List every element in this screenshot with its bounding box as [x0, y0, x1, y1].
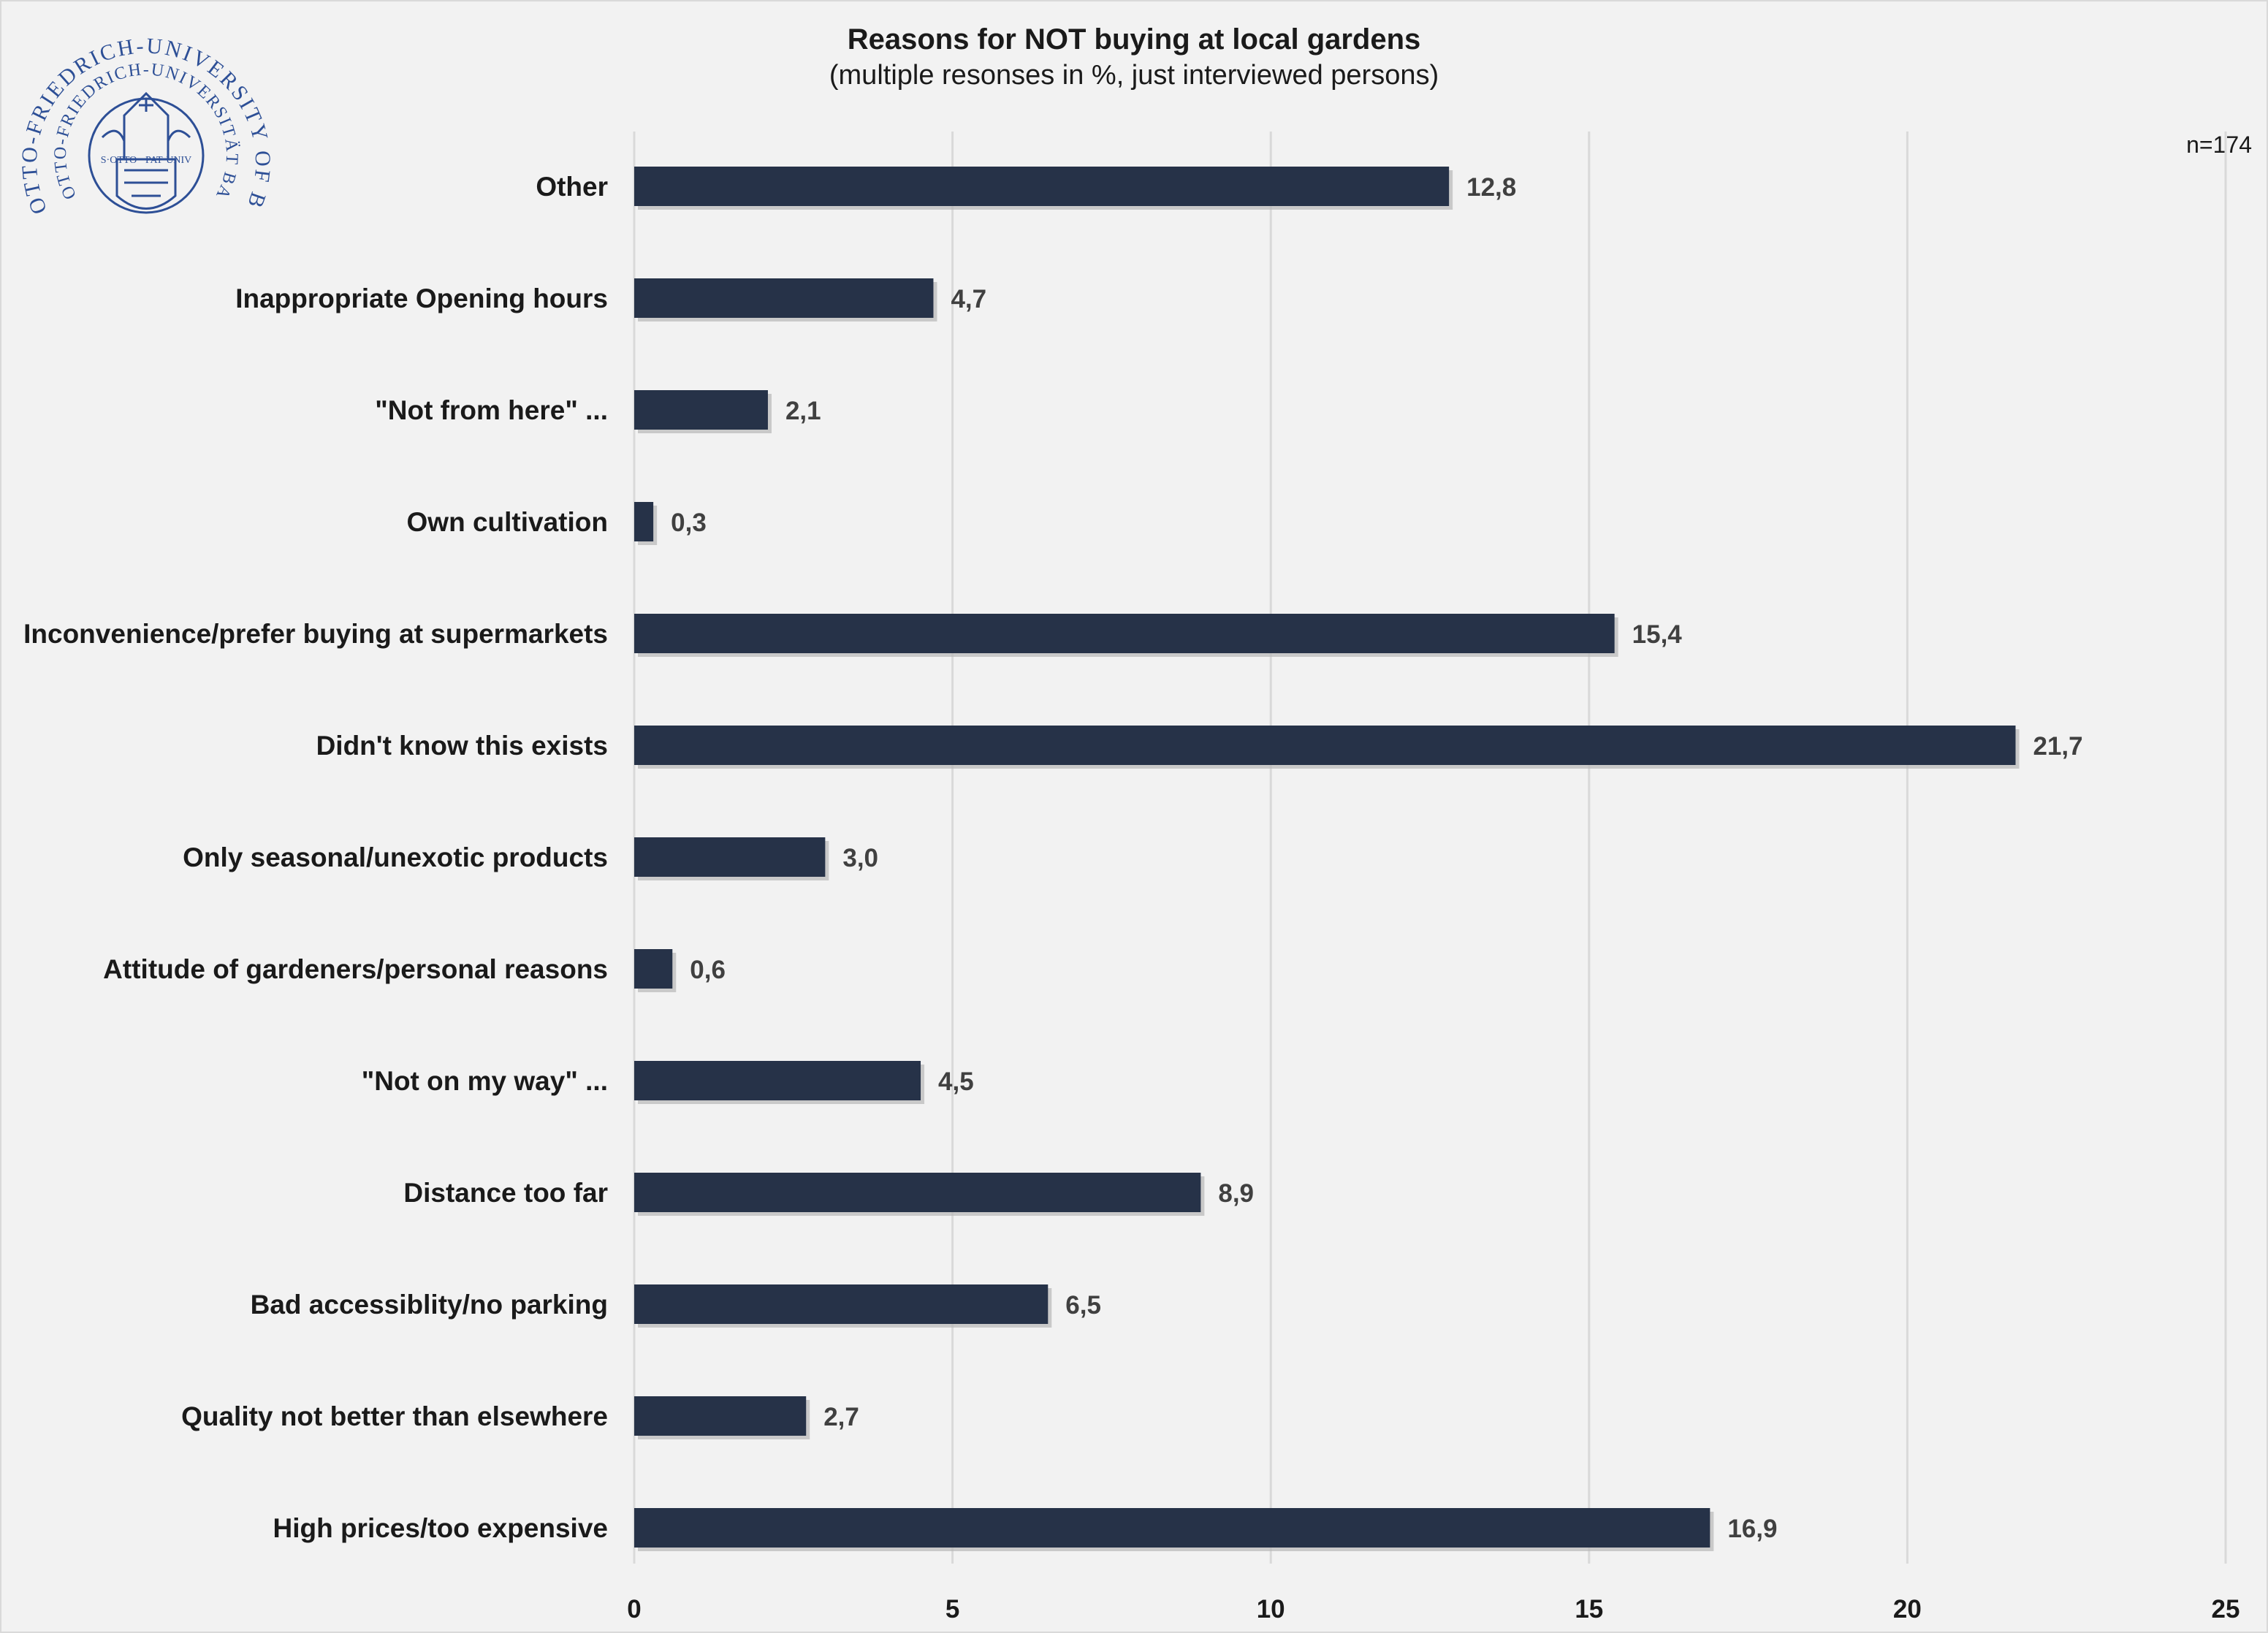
- bar-0: [634, 167, 1450, 206]
- category-label-6: Only seasonal/unexotic products: [183, 842, 608, 872]
- value-label-12: 16,9: [1727, 1515, 1777, 1543]
- logo-center-text: S·OTTO · PAT·UNIV: [101, 155, 191, 166]
- value-label-5: 21,7: [2033, 732, 2083, 761]
- category-label-2: "Not from here" ...: [375, 395, 608, 425]
- sample-size-note: n=174: [2186, 132, 2252, 158]
- value-label-6: 3,0: [842, 844, 878, 872]
- category-label-10: Bad accessiblity/no parking: [251, 1290, 608, 1320]
- x-tick-label-25: 25: [2212, 1595, 2240, 1624]
- category-label-5: Didn't know this exists: [316, 731, 608, 761]
- category-label-11: Quality not better than elsewhere: [181, 1401, 608, 1431]
- category-label-0: Other: [536, 172, 608, 202]
- value-label-9: 8,9: [1218, 1179, 1254, 1208]
- seal-emblem-icon: [88, 91, 205, 214]
- value-label-7: 0,6: [690, 956, 726, 984]
- bar-7: [634, 949, 673, 989]
- category-label-1: Inappropriate Opening hours: [235, 283, 608, 313]
- category-label-12: High prices/too expensive: [273, 1513, 608, 1543]
- value-label-4: 15,4: [1632, 620, 1683, 649]
- category-label-3: Own cultivation: [407, 507, 608, 537]
- x-tick-label-15: 15: [1575, 1595, 1603, 1624]
- bar-10: [634, 1284, 1049, 1324]
- chart-subtitle: (multiple resonses in %, just interviewe…: [829, 60, 1439, 91]
- value-label-3: 0,3: [671, 509, 707, 537]
- category-label-9: Distance too far: [403, 1178, 608, 1208]
- value-label-0: 12,8: [1466, 173, 1516, 202]
- bar-11: [634, 1396, 807, 1436]
- bar-9: [634, 1173, 1201, 1212]
- category-label-4: Inconvenience/prefer buying at supermark…: [23, 619, 608, 649]
- bar-3: [634, 502, 654, 541]
- value-label-2: 2,1: [785, 397, 821, 425]
- bar-6: [634, 837, 826, 877]
- x-tick-label-0: 0: [627, 1595, 641, 1624]
- chart-title: Reasons for NOT buying at local gardens: [847, 23, 1421, 56]
- value-label-11: 2,7: [823, 1403, 859, 1431]
- value-label-1: 4,7: [951, 285, 986, 313]
- bar-8: [634, 1061, 921, 1100]
- bar-12: [634, 1508, 1710, 1548]
- value-label-8: 4,5: [938, 1067, 974, 1096]
- x-tick-label-20: 20: [1893, 1595, 1922, 1624]
- category-label-8: "Not on my way" ...: [362, 1066, 608, 1096]
- university-seal-logo: OTTO-FRIEDRICH-UNIVERSITY OF BAMBERG OTT…: [7, 13, 273, 218]
- bar-2: [634, 390, 768, 430]
- value-label-10: 6,5: [1065, 1291, 1101, 1320]
- x-tick-label-10: 10: [1257, 1595, 1285, 1624]
- bar-1: [634, 278, 934, 318]
- x-tick-label-5: 5: [945, 1595, 959, 1624]
- category-label-7: Attitude of gardeners/personal reasons: [103, 954, 608, 984]
- bar-5: [634, 726, 2016, 765]
- bar-4: [634, 614, 1615, 653]
